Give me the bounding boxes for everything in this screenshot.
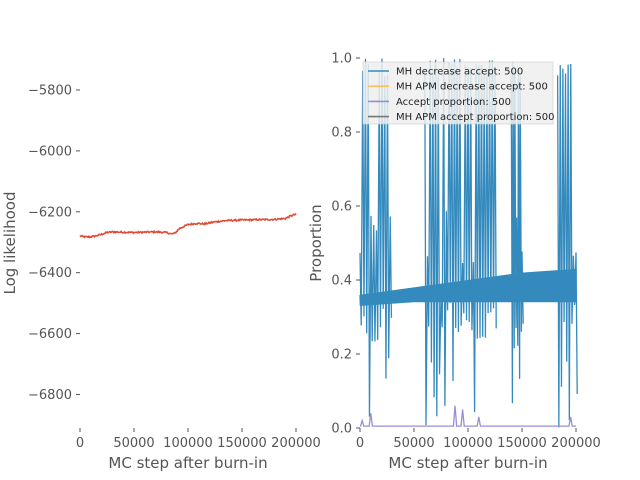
x-axis-ticks: 0 50000 100000 150000 200000 <box>356 428 601 451</box>
y-tick-label: −6800 <box>28 388 72 403</box>
x-axis-label: MC step after burn-in <box>108 454 267 472</box>
legend: MH decrease accept: 500 MH APM decrease a… <box>362 61 554 125</box>
y-tick-label: −6600 <box>28 327 72 342</box>
decrease-accept-band <box>359 268 577 306</box>
x-tick-label: 200000 <box>551 436 601 451</box>
y-tick-label: 0.6 <box>331 200 352 215</box>
x-tick-label: 50000 <box>113 436 154 451</box>
x-tick-label: 100000 <box>163 436 213 451</box>
y-tick-label: −5800 <box>28 83 72 98</box>
accept-proportion-line <box>359 405 576 427</box>
log-likelihood-plot: −6800 −6600 −6400 −6200 −6000 −5800 0 50000 100… <box>1 58 321 472</box>
y-tick-label: 0.0 <box>331 422 352 437</box>
y-tick-label: 0.4 <box>331 274 352 289</box>
x-tick-label: 100000 <box>443 436 493 451</box>
y-tick-label: 0.2 <box>331 348 352 363</box>
y-axis-ticks: 0.0 0.2 0.4 0.6 0.8 1.0 <box>331 52 360 437</box>
legend-entry-label: Accept proportion: 500 <box>396 97 511 108</box>
legend-box <box>362 61 554 125</box>
x-tick-label: 0 <box>76 436 84 451</box>
x-axis-label: MC step after burn-in <box>388 454 547 472</box>
x-tick-label: 200000 <box>271 436 321 451</box>
y-axis-label: Log likelihood <box>1 192 19 295</box>
x-tick-label: 50000 <box>393 436 434 451</box>
x-tick-label: 150000 <box>497 436 547 451</box>
decrease-accept-spikes <box>556 64 578 428</box>
x-tick-label: 150000 <box>217 436 267 451</box>
x-axis-ticks: 0 50000 100000 150000 200000 <box>76 428 321 451</box>
x-tick-label: 0 <box>356 436 364 451</box>
y-axis-label: Proportion <box>307 204 325 281</box>
y-tick-label: −6200 <box>28 205 72 220</box>
proportion-plot: 0.0 0.2 0.4 0.6 0.8 1.0 0 50000 100000 150000 200… <box>307 52 601 473</box>
y-axis-ticks: −6800 −6600 −6400 −6200 −6000 −5800 <box>28 83 80 403</box>
y-tick-label: −6000 <box>28 144 72 159</box>
legend-entries: MH decrease accept: 500 MH APM decrease a… <box>368 67 554 123</box>
legend-entry-label: MH APM decrease accept: 500 <box>396 82 548 93</box>
y-tick-label: −6400 <box>28 266 72 281</box>
legend-entry-label: MH APM accept proportion: 500 <box>396 112 554 123</box>
y-tick-label: 1.0 <box>331 52 352 67</box>
y-tick-label: 0.8 <box>331 126 352 141</box>
log-likelihood-line <box>79 213 297 239</box>
legend-entry-label: MH decrease accept: 500 <box>396 67 523 78</box>
